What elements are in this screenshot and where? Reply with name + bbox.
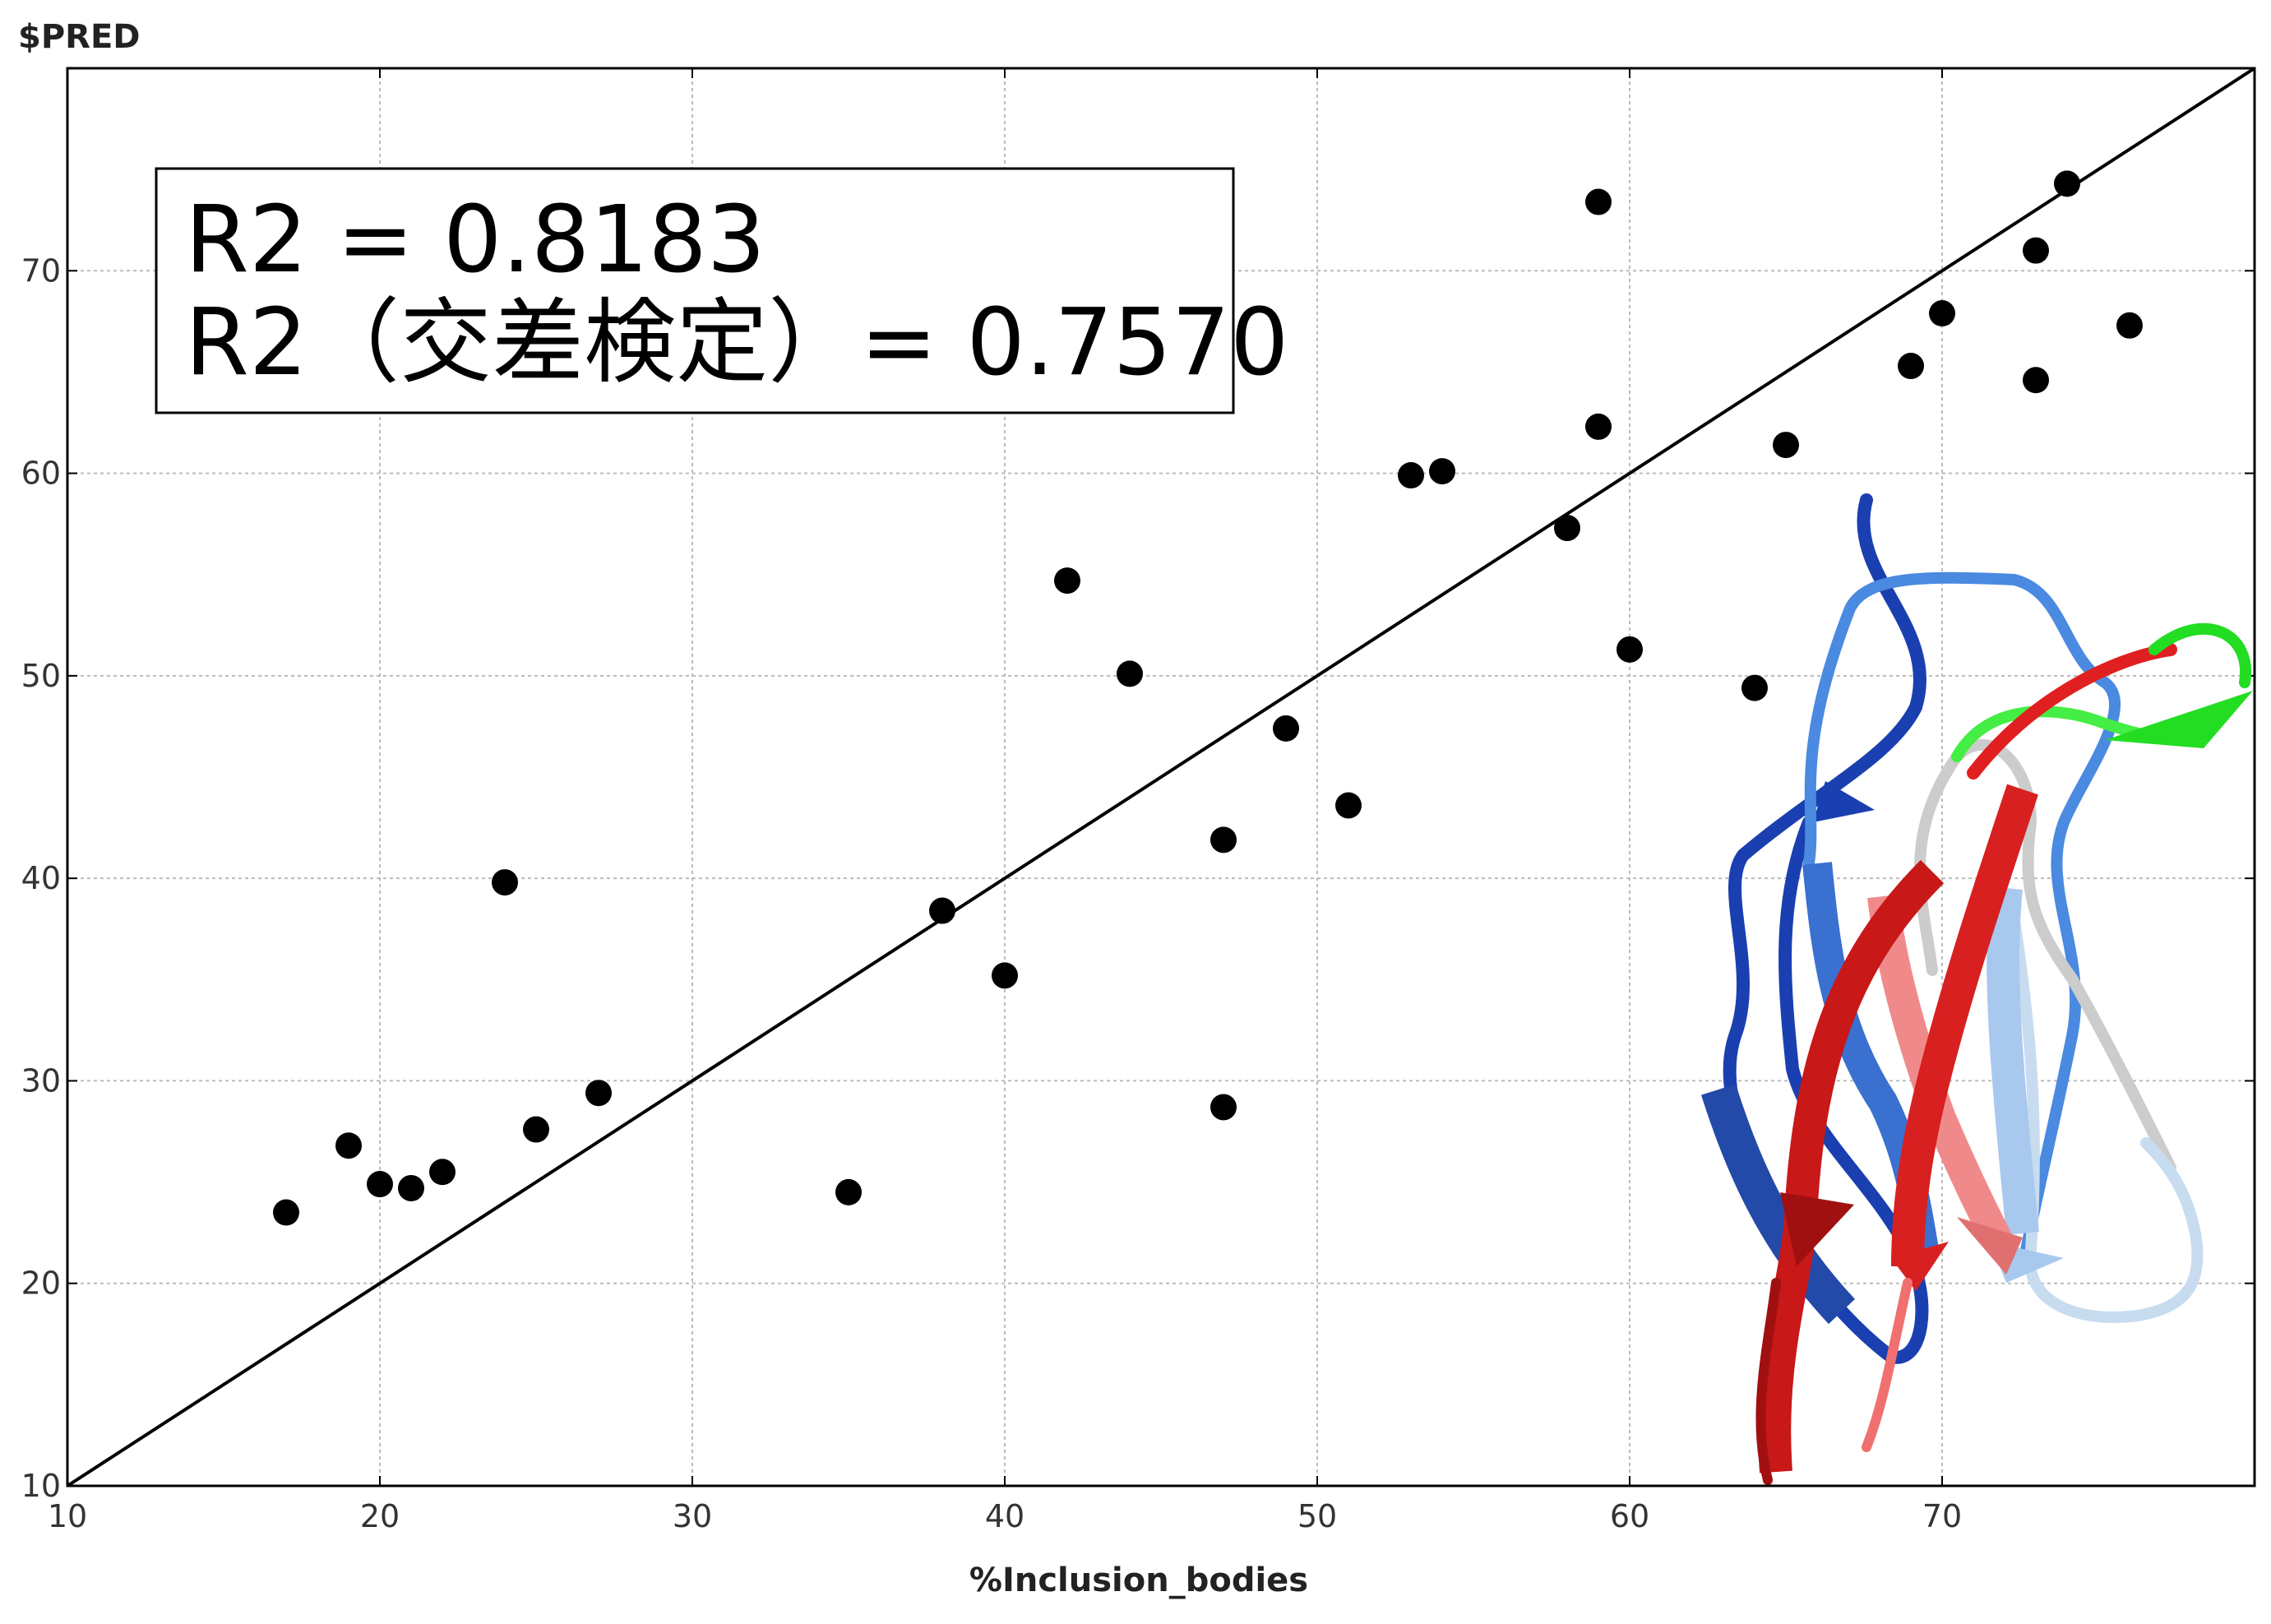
data-point [1585, 413, 1612, 440]
data-point [1429, 458, 1455, 485]
data-point [1117, 660, 1143, 687]
y-tick-label: 50 [21, 658, 61, 694]
y-tick-label: 20 [21, 1265, 61, 1302]
data-point [1929, 300, 1955, 327]
protein-structure-image [1701, 493, 2253, 1485]
data-point [523, 1116, 549, 1143]
data-point [273, 1199, 299, 1226]
y-tick-label: 10 [21, 1468, 61, 1504]
data-point [429, 1159, 456, 1186]
data-point [835, 1178, 862, 1205]
data-point [1054, 567, 1080, 595]
x-tick-label: 70 [1922, 1498, 1962, 1534]
data-point [992, 962, 1018, 989]
data-point [1585, 188, 1612, 215]
y-tick-label: 70 [21, 252, 61, 289]
x-tick-label: 20 [360, 1498, 400, 1534]
data-point [398, 1174, 424, 1201]
data-point [1210, 826, 1237, 854]
data-point [2116, 312, 2143, 339]
x-axis-title: %Inclusion_bodies [969, 1562, 1308, 1599]
annotation-line-2: R2（交差検定）= 0.7570 [185, 289, 1288, 396]
data-point [1554, 515, 1580, 542]
data-point [929, 897, 955, 924]
y-tick-label: 60 [21, 456, 61, 492]
axes [66, 67, 2256, 1488]
data-point [1898, 353, 1924, 380]
x-tick-label: 30 [673, 1498, 712, 1534]
data-point [1617, 636, 1643, 663]
data-point [1773, 432, 1799, 459]
data-point [2054, 170, 2080, 197]
data-point [1398, 462, 1424, 489]
data-point [2023, 367, 2049, 394]
y-tick-label: 40 [21, 860, 61, 896]
stats-annotation: R2 = 0.8183 R2（交差検定）= 0.7570 [155, 167, 1288, 414]
x-tick-label: 40 [985, 1498, 1024, 1534]
data-point [1273, 715, 1299, 742]
y-axis-title: $PRED [18, 18, 140, 56]
data-point [2023, 237, 2049, 264]
x-tick-label: 10 [48, 1498, 87, 1534]
data-point [335, 1132, 362, 1159]
identity-line [66, 67, 2256, 1488]
data-point [1210, 1094, 1237, 1121]
tick-labels: 10 20 30 40 50 60 70 10 20 30 40 50 60 70 [21, 252, 1963, 1534]
data-point [1335, 792, 1362, 819]
data-point [492, 869, 518, 896]
x-tick-label: 50 [1297, 1498, 1337, 1534]
annotation-line-1: R2 = 0.8183 [185, 187, 765, 294]
data-point [1741, 674, 1768, 701]
y-tick-label: 30 [21, 1062, 61, 1099]
data-point [585, 1080, 612, 1107]
plot-frame [66, 67, 2256, 1488]
data-point [367, 1171, 393, 1198]
annotation-box [155, 167, 1235, 414]
data-points [273, 170, 2143, 1226]
x-tick-label: 60 [1610, 1498, 1649, 1534]
reference-line [66, 67, 2256, 1488]
